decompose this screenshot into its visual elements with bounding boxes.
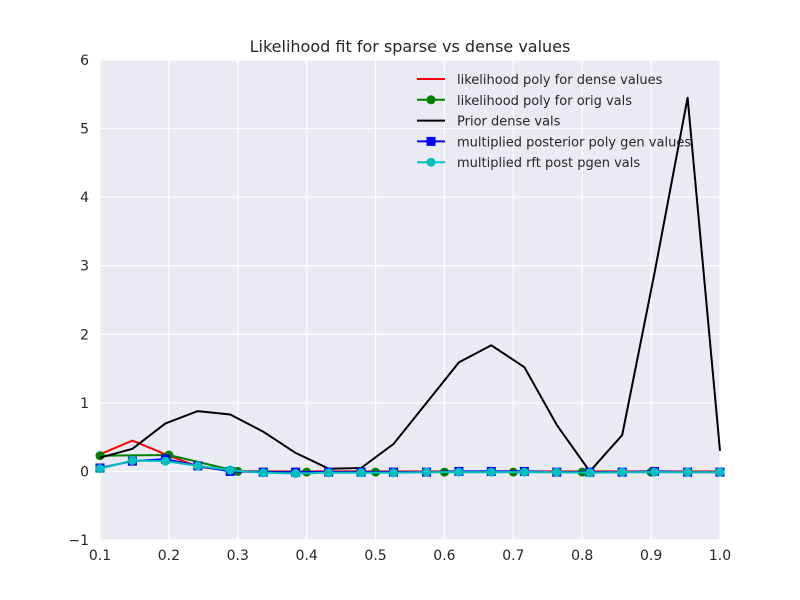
x-tick-label: 0.2 [158, 548, 180, 564]
legend-label: likelihood poly for dense values [457, 73, 663, 88]
data-point [519, 467, 529, 477]
data-point [454, 467, 464, 477]
data-point [127, 455, 137, 465]
data-point [356, 468, 366, 478]
data-point [617, 467, 627, 477]
legend-label: multiplied posterior poly gen values [457, 135, 691, 150]
y-tick-label: 1 [80, 396, 89, 412]
data-point [324, 468, 334, 478]
x-tick-label: 0.5 [364, 548, 386, 564]
x-tick-label: 0.3 [227, 548, 249, 564]
data-point [683, 467, 693, 477]
series-layer [95, 96, 725, 478]
y-tick-label: 5 [80, 122, 89, 138]
legend-entry: multiplied posterior poly gen values [417, 135, 691, 150]
legend-label: multiplied rft post pgen vals [457, 156, 640, 171]
data-point [95, 451, 105, 461]
y-tick-label: 3 [80, 259, 89, 275]
x-tick-label: 0.9 [640, 548, 662, 564]
y-tick-label: −1 [68, 533, 89, 549]
x-tick-labels: 0.1 0.2 0.3 0.4 0.5 0.6 0.7 0.8 0.9 1.0 [89, 548, 731, 564]
data-point [426, 157, 436, 167]
data-point [422, 467, 432, 477]
plot-area [100, 60, 720, 540]
legend-entry: likelihood poly for dense values [417, 73, 663, 88]
y-tick-label: 0 [80, 464, 89, 480]
legend-entry: likelihood poly for orig vals [417, 94, 632, 109]
x-tick-label: 0.7 [502, 548, 524, 564]
data-point [388, 468, 398, 478]
series-line [99, 96, 721, 473]
data-point [426, 95, 436, 105]
y-tick-label: 4 [80, 190, 89, 206]
data-point [258, 468, 268, 478]
data-point [426, 136, 436, 146]
data-point [552, 467, 562, 477]
legend-label: Prior dense vals [457, 115, 561, 130]
data-point [715, 467, 725, 477]
x-tick-label: 0.4 [296, 548, 318, 564]
legend-entry: multiplied rft post pgen vals [417, 156, 640, 171]
chart-title: Likelihood fit for sparse vs dense value… [250, 37, 571, 56]
data-point [650, 467, 660, 477]
data-point [160, 456, 170, 466]
data-point [95, 464, 105, 474]
data-point [585, 468, 595, 478]
y-tick-labels: −1 0 1 2 3 4 5 6 [68, 53, 89, 549]
x-tick-label: 0.6 [433, 548, 455, 564]
legend-label: likelihood poly for orig vals [457, 94, 632, 109]
grid [99, 59, 721, 541]
data-point [193, 461, 203, 471]
series-4 [95, 455, 725, 478]
series-line [99, 459, 720, 475]
legend-entry: Prior dense vals [417, 115, 561, 130]
y-tick-label: 6 [80, 53, 89, 69]
y-tick-label: 2 [80, 327, 89, 343]
data-point [225, 465, 235, 475]
series-2 [99, 96, 721, 473]
x-tick-label: 1.0 [709, 548, 731, 564]
data-point [291, 468, 301, 478]
x-tick-label: 0.8 [571, 548, 593, 564]
legend: likelihood poly for dense values likeliho… [417, 73, 691, 171]
x-tick-label: 0.1 [89, 548, 111, 564]
data-point [486, 467, 496, 477]
